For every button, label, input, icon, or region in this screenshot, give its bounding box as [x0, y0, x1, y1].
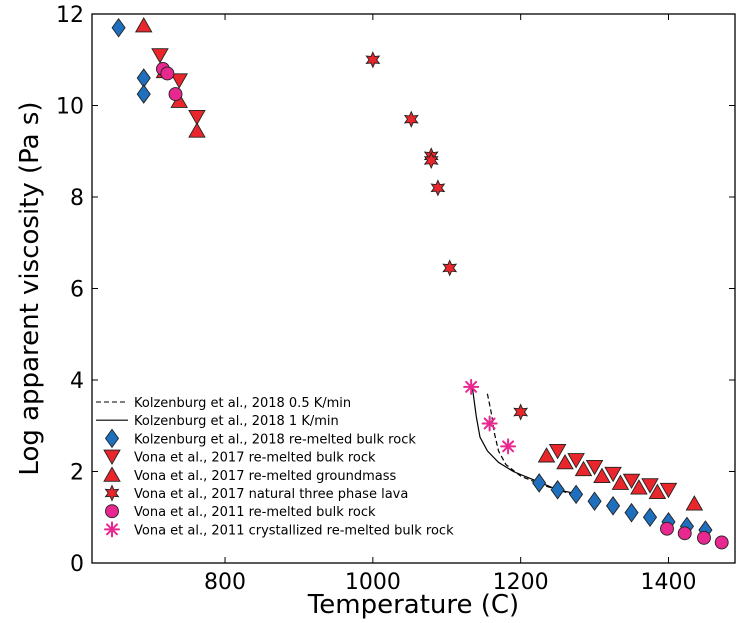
y-tick-label: 8: [70, 186, 84, 211]
data-point-hexagram: [430, 179, 446, 197]
data-point-triangle-down: [585, 459, 604, 476]
legend-label: Vona et al., 2011 re-melted bulk rock: [134, 505, 376, 520]
data-point-diamond: [624, 502, 639, 523]
legend-label: Vona et al., 2011 crystallized re-melted…: [134, 523, 454, 538]
data-point-triangle-down: [659, 482, 678, 499]
legend-marker-asterisk: [104, 521, 120, 538]
y-tick-label: 4: [70, 369, 84, 394]
data-point-triangle-down: [151, 48, 169, 64]
data-point-asterisk: [481, 415, 498, 432]
series-line-1: [472, 389, 580, 495]
legend-label: Vona et al., 2017 natural three phase la…: [134, 487, 408, 502]
data-point-diamond: [642, 507, 658, 528]
data-point-triangle-up: [593, 467, 611, 484]
data-point-hexagram: [423, 151, 439, 169]
y-tick-label: 10: [56, 95, 84, 120]
y-tick-label: 6: [70, 278, 84, 303]
x-tick-label: 1200: [493, 570, 549, 595]
data-point-diamond: [532, 473, 547, 493]
legend-marker-circle: [105, 504, 119, 519]
legend-label: Kolzenburg et al., 2018 re-melted bulk r…: [134, 432, 416, 447]
data-point-hexagram: [403, 110, 419, 128]
y-tick-label: 2: [70, 461, 84, 486]
data-point-triangle-up: [537, 447, 556, 463]
data-point-asterisk: [463, 378, 480, 395]
data-point-diamond: [587, 491, 602, 512]
data-point-triangle-down: [188, 109, 206, 126]
data-point-triangle-down: [622, 473, 641, 490]
data-point-circle: [160, 66, 175, 81]
data-point-triangle-down: [641, 478, 659, 494]
data-point-circle: [660, 521, 674, 536]
legend-label: Kolzenburg et al., 2018 1 K/min: [134, 414, 339, 429]
legend-marker-hexagram: [104, 484, 120, 502]
data-point-hexagram: [513, 403, 529, 421]
data-point-triangle-up: [134, 17, 153, 33]
data-point-triangle-up: [630, 479, 648, 495]
y-axis-title: Log apparent viscosity (Pa s): [15, 101, 45, 475]
data-point-triangle-up: [611, 474, 630, 490]
data-point-triangle-up: [574, 460, 593, 477]
data-point-hexagram: [442, 259, 458, 277]
axis-ticks: 800 1000 1200 1400 0 2 4 6 8 10 12: [56, 3, 735, 595]
data-point-diamond: [136, 84, 151, 104]
data-point-circle: [697, 530, 711, 545]
data-point-diamond: [111, 17, 126, 38]
x-tick-label: 800: [204, 570, 246, 595]
data-point-triangle-down: [548, 443, 567, 460]
y-tick-label: 0: [70, 552, 84, 577]
legend-label: Vona et al., 2017 re-melted groundmass: [134, 469, 396, 484]
legend-label: Kolzenburg et al., 2018 0.5 K/min: [134, 396, 351, 411]
y-tick-label: 12: [56, 3, 84, 28]
data-point-triangle-up: [188, 122, 206, 138]
x-tick-label: 1000: [345, 570, 401, 595]
data-point-diamond: [550, 480, 565, 500]
data-point-triangle-up: [556, 453, 574, 470]
legend-marker-triangle-up: [103, 466, 121, 482]
data-point-circle: [714, 535, 729, 550]
legend-marker-triangle-down: [103, 449, 121, 466]
data-point-diamond: [605, 496, 621, 516]
data-point-triangle-up: [648, 483, 667, 500]
x-tick-label: 1400: [640, 570, 696, 595]
data-point-diamond: [569, 484, 584, 505]
data-point-circle: [677, 526, 692, 541]
legend-marker-diamond: [104, 428, 120, 449]
data-point-triangle-down: [170, 73, 188, 89]
data-point-circle: [168, 87, 183, 102]
data-point-triangle-up: [685, 495, 704, 511]
legend: Kolzenburg et al., 2018 0.5 K/min Kolzenb…: [96, 396, 454, 538]
data-point-hexagram: [365, 51, 381, 69]
data-point-triangle-down: [604, 466, 622, 483]
data-point-asterisk: [500, 438, 517, 455]
legend-label: Vona et al., 2017 re-melted bulk rock: [134, 451, 376, 466]
data-point-triangle-down: [567, 453, 585, 469]
x-axis-title: Temperature (C): [307, 590, 519, 620]
data-markers: [111, 17, 729, 550]
